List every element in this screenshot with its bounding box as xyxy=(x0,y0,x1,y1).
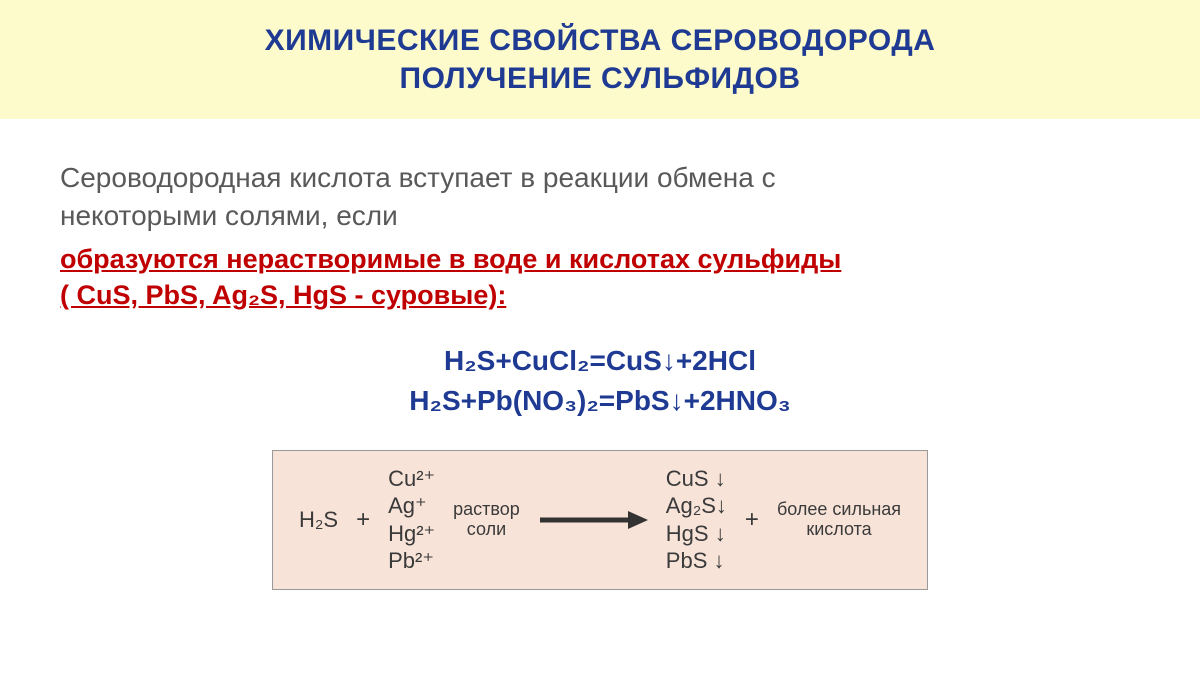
arrow-icon xyxy=(538,508,648,532)
cations-label-l2: соли xyxy=(467,519,506,539)
right-label: более сильная кислота xyxy=(777,500,901,540)
cation-2: Ag⁺ xyxy=(388,492,435,520)
intro-line-2: некоторыми солями, если xyxy=(60,200,398,231)
title-line-2: ПОЛУЧЕНИЕ СУЛЬФИДОВ xyxy=(400,62,801,95)
cation-1: Cu²⁺ xyxy=(388,465,435,493)
products-column: CuS ↓ Ag₂S↓ HgS ↓ PbS ↓ xyxy=(666,465,727,575)
equation-1: H₂S+CuCl₂=CuS↓+2HCl xyxy=(60,341,1140,380)
page-title: ХИМИЧЕСКИЕ СВОЙСТВА СЕРОВОДОРОДА ПОЛУЧЕН… xyxy=(40,22,1160,97)
product-4: PbS ↓ xyxy=(666,547,727,575)
emphasis-text: образуются нерастворимые в воде и кислот… xyxy=(60,241,1140,314)
reaction-scheme-box: H₂S + Cu²⁺ Ag⁺ Hg²⁺ Pb²⁺ раствор соли Cu… xyxy=(272,450,928,590)
intro-text: Сероводородная кислота вступает в реакци… xyxy=(60,159,1140,235)
right-label-l1: более сильная xyxy=(777,499,901,519)
cation-3: Hg²⁺ xyxy=(388,520,435,548)
plus-right: + xyxy=(745,506,759,534)
left-reagent: H₂S xyxy=(299,507,338,533)
cations-label-l1: раствор xyxy=(453,499,520,519)
cations-label: раствор соли xyxy=(453,500,520,540)
emph-line-2: ( CuS, PbS, Ag₂S, HgS - суровые): xyxy=(60,280,506,310)
intro-line-1: Сероводородная кислота вступает в реакци… xyxy=(60,162,776,193)
cations-column: Cu²⁺ Ag⁺ Hg²⁺ Pb²⁺ xyxy=(388,465,435,575)
equations-block: H₂S+CuCl₂=CuS↓+2HCl H₂S+Pb(NO₃)₂=PbS↓+2H… xyxy=(60,341,1140,419)
emph-line-1: образуются нерастворимые в воде и кислот… xyxy=(60,244,841,274)
equation-2: H₂S+Pb(NO₃)₂=PbS↓+2HNO₃ xyxy=(60,381,1140,420)
cation-4: Pb²⁺ xyxy=(388,547,435,575)
product-3: HgS ↓ xyxy=(666,520,727,548)
right-label-l2: кислота xyxy=(806,519,871,539)
scheme-wrap: H₂S + Cu²⁺ Ag⁺ Hg²⁺ Pb²⁺ раствор соли Cu… xyxy=(60,450,1140,590)
plus-left: + xyxy=(356,506,370,534)
content-area: Сероводородная кислота вступает в реакци… xyxy=(0,119,1200,590)
title-line-1: ХИМИЧЕСКИЕ СВОЙСТВА СЕРОВОДОРОДА xyxy=(265,24,936,57)
product-2: Ag₂S↓ xyxy=(666,492,727,520)
title-band: ХИМИЧЕСКИЕ СВОЙСТВА СЕРОВОДОРОДА ПОЛУЧЕН… xyxy=(0,0,1200,119)
product-1: CuS ↓ xyxy=(666,465,727,493)
